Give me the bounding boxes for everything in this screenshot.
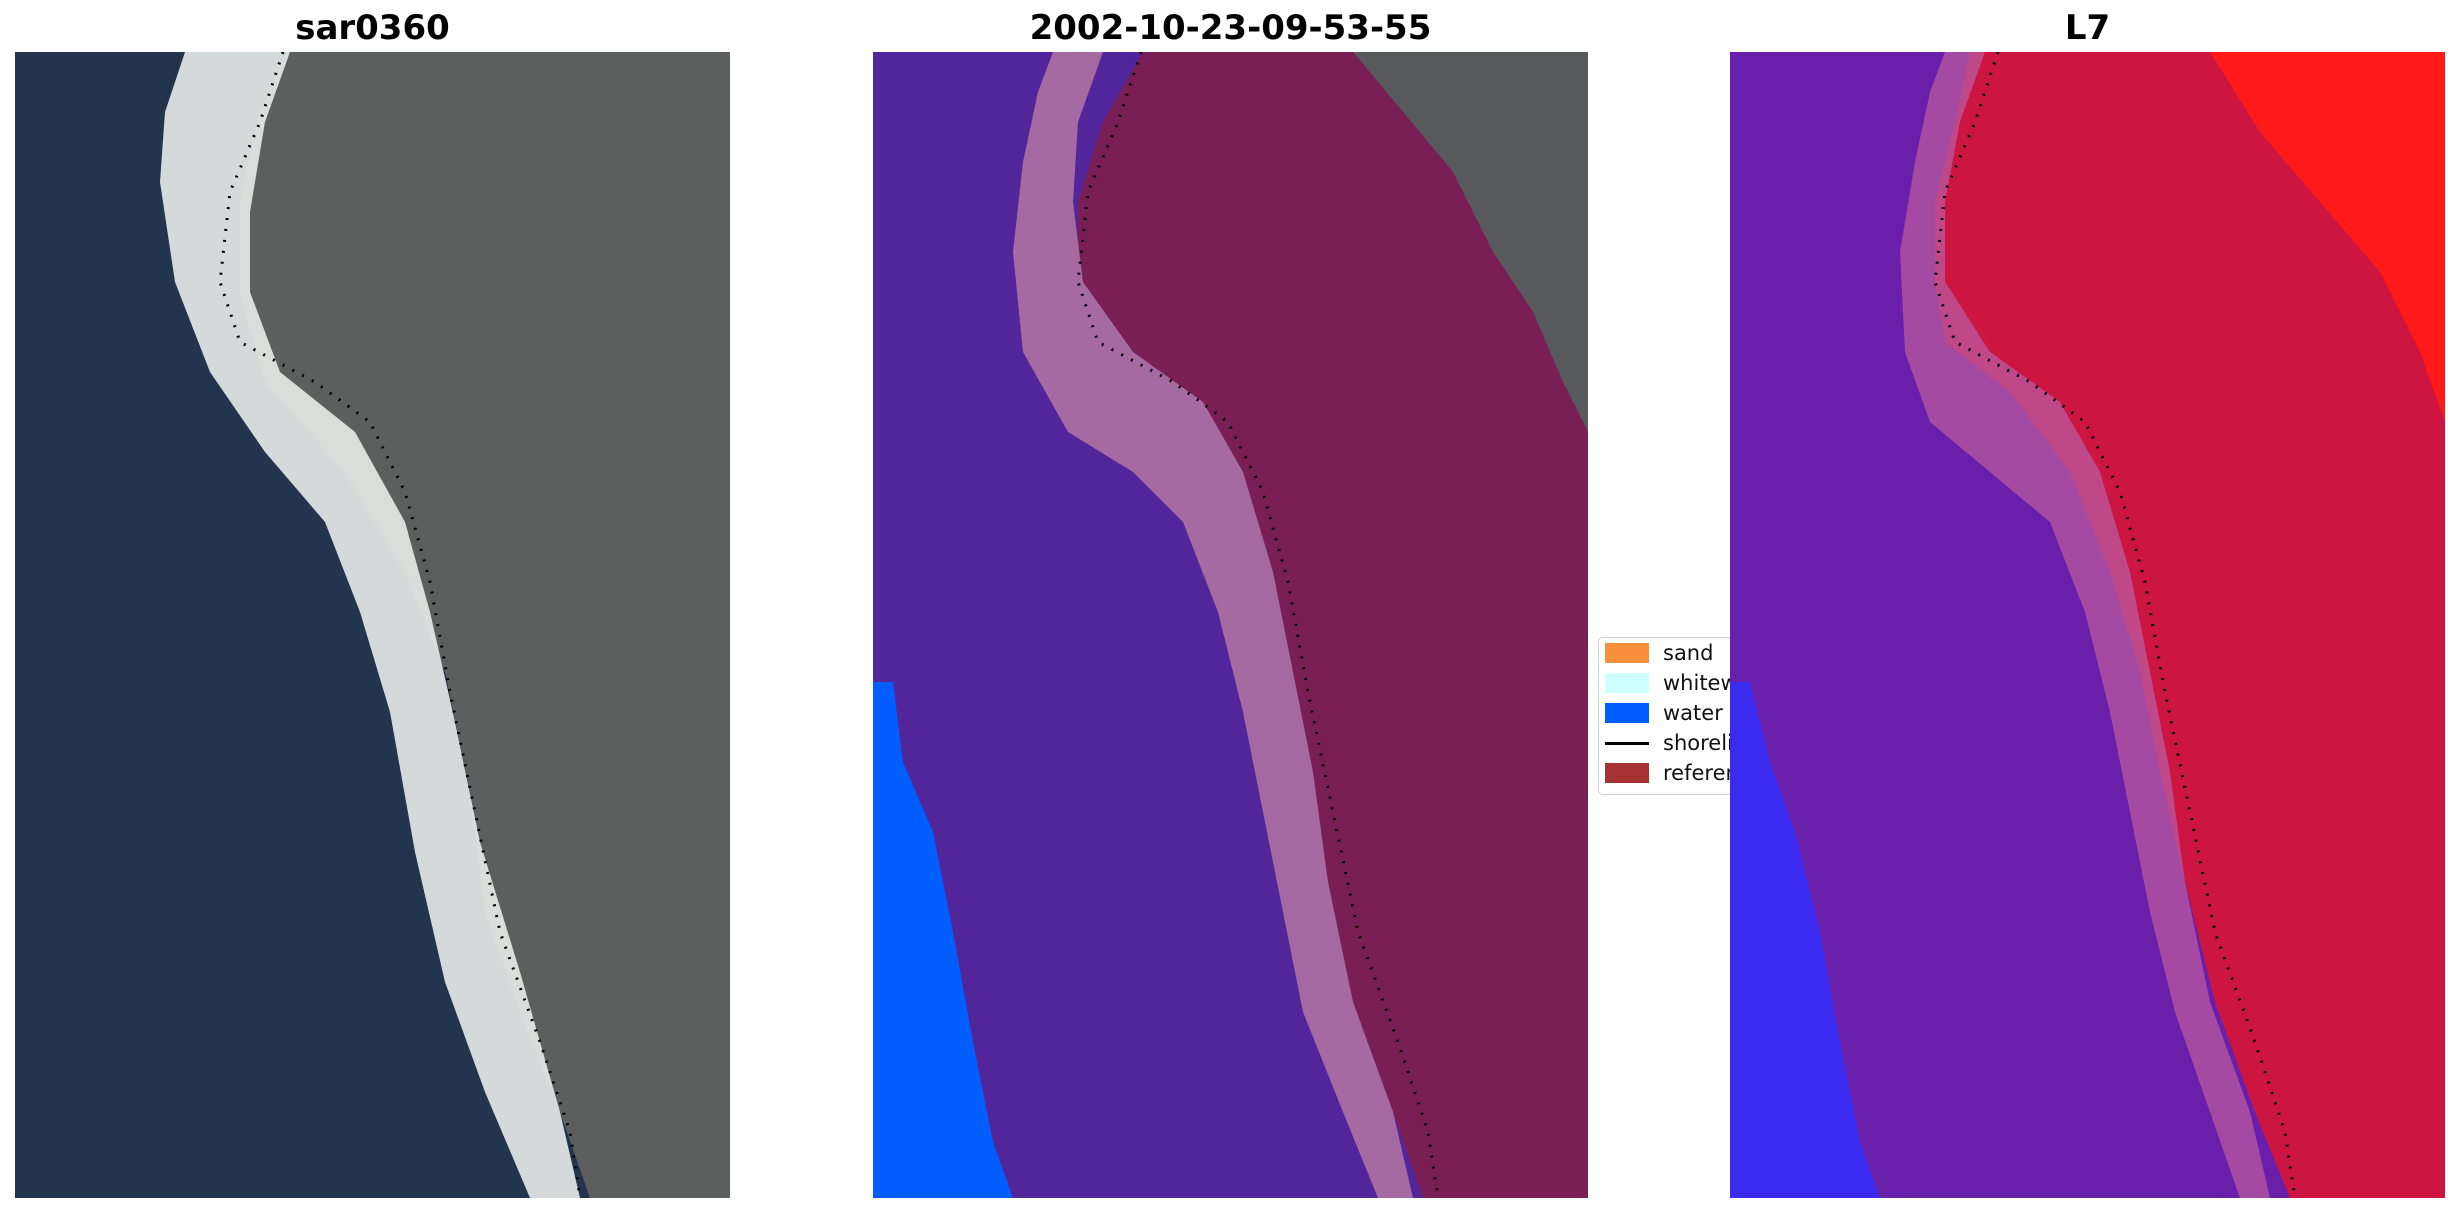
legend-label: water (1663, 701, 1723, 725)
sand-swatch (1605, 643, 1649, 663)
panel-title-rgb: sar0360 (295, 8, 450, 48)
rgb-image (15, 52, 730, 1198)
land-area (240, 52, 730, 1198)
index-corner-bright (2210, 52, 2445, 422)
legend-item-reference: reference (1605, 758, 1731, 788)
classified-land-plain (1353, 52, 1588, 432)
classification-panel (873, 52, 1588, 1198)
reference-swatch (1605, 763, 1649, 783)
beach-strip (160, 52, 580, 1198)
legend-item-shoreline: shoreline (1605, 728, 1731, 758)
legend-label: sand (1663, 641, 1714, 665)
classified-bright-strip (1013, 52, 1413, 1198)
legend-label: reference (1663, 761, 1731, 785)
legend-item-water: water (1605, 698, 1723, 728)
index-panel (1730, 52, 2445, 1198)
rgb-image-panel (15, 52, 730, 1198)
water-swatch (1605, 703, 1649, 723)
legend-item-sand: sand (1605, 638, 1713, 668)
index-water-area (1730, 682, 1880, 1198)
index-land-area (1935, 52, 2445, 1198)
panel-title-classification: 2002-10-23-09-53-55 (1029, 8, 1432, 48)
index-image (1730, 52, 2445, 1198)
legend-label: shoreline (1663, 731, 1731, 755)
classified-water-area (873, 682, 1013, 1198)
panel-title-index: L7 (2064, 8, 2111, 48)
index-transition-strip (1900, 52, 2270, 1198)
classification-image (873, 52, 1588, 1198)
whitewater-swatch (1605, 673, 1649, 693)
classified-land-overlay (1078, 52, 1588, 1198)
shoreline-line-swatch (1605, 741, 1649, 745)
